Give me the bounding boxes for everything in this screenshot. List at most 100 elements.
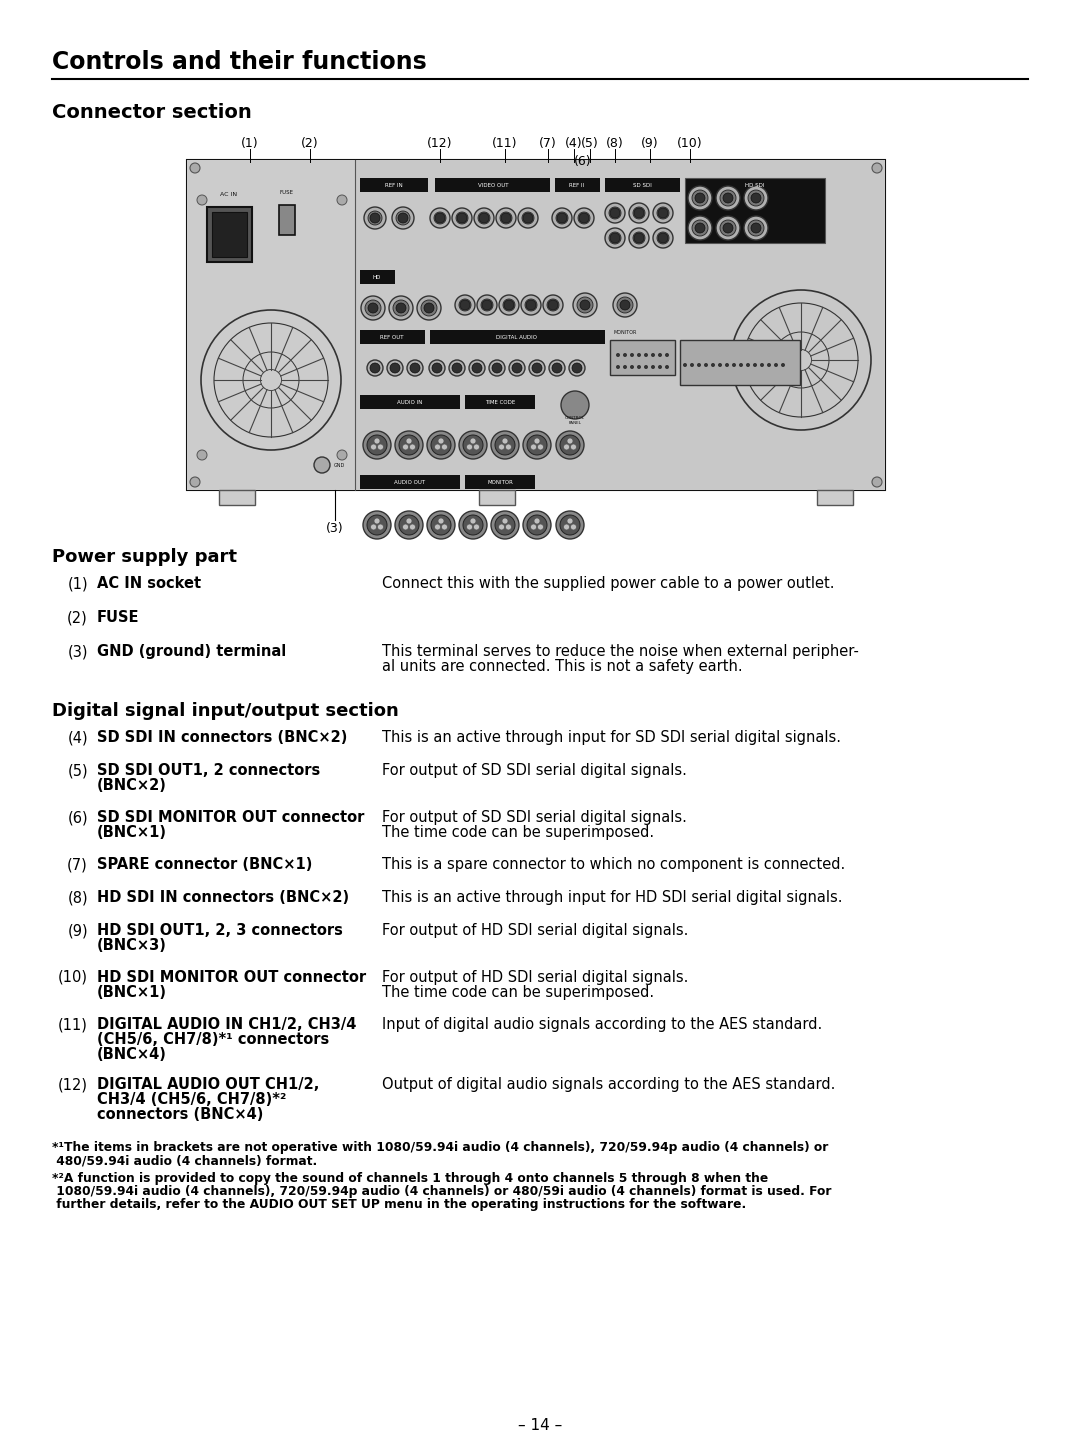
Circle shape xyxy=(453,362,462,373)
Circle shape xyxy=(513,364,521,373)
Text: (BNC×2): (BNC×2) xyxy=(97,779,167,793)
Circle shape xyxy=(505,444,512,450)
Text: FUSE: FUSE xyxy=(97,610,139,625)
Circle shape xyxy=(438,438,444,444)
Text: DIGITAL AUDIO: DIGITAL AUDIO xyxy=(497,335,538,339)
Bar xyxy=(680,339,800,386)
Text: (11): (11) xyxy=(58,1016,87,1032)
Circle shape xyxy=(753,362,757,367)
Circle shape xyxy=(387,360,403,376)
Bar xyxy=(435,178,550,191)
Circle shape xyxy=(744,216,768,241)
Text: 480/59.94i audio (4 channels) format.: 480/59.94i audio (4 channels) format. xyxy=(52,1154,318,1167)
Circle shape xyxy=(512,362,522,373)
Circle shape xyxy=(197,450,207,460)
Circle shape xyxy=(556,431,584,460)
Circle shape xyxy=(503,299,515,310)
Circle shape xyxy=(653,203,673,223)
Circle shape xyxy=(696,223,705,233)
Circle shape xyxy=(368,303,378,313)
Text: *²A function is provided to copy the sound of channels 1 through 4 onto channels: *²A function is provided to copy the sou… xyxy=(52,1172,768,1185)
Circle shape xyxy=(190,477,200,487)
Text: (8): (8) xyxy=(606,136,624,149)
Circle shape xyxy=(434,444,441,450)
Circle shape xyxy=(482,300,492,310)
Text: HD: HD xyxy=(373,274,381,280)
Circle shape xyxy=(657,232,669,244)
Text: Controls and their functions: Controls and their functions xyxy=(52,49,427,74)
Circle shape xyxy=(578,212,590,223)
Text: This is a spare connector to which no component is connected.: This is a spare connector to which no co… xyxy=(382,857,846,871)
Circle shape xyxy=(561,515,580,535)
Text: (9): (9) xyxy=(642,136,659,149)
Circle shape xyxy=(455,294,475,315)
Circle shape xyxy=(616,365,620,368)
Circle shape xyxy=(389,296,413,320)
Circle shape xyxy=(370,213,380,223)
Circle shape xyxy=(470,518,476,523)
Circle shape xyxy=(605,228,625,248)
Text: (4): (4) xyxy=(67,729,87,745)
Circle shape xyxy=(337,194,347,204)
Circle shape xyxy=(570,523,577,531)
Text: SPARE: SPARE xyxy=(577,331,593,335)
Circle shape xyxy=(463,515,483,535)
Circle shape xyxy=(449,360,465,376)
Circle shape xyxy=(372,364,379,373)
Circle shape xyxy=(433,364,441,373)
Bar xyxy=(187,160,885,490)
Circle shape xyxy=(720,220,735,236)
Bar xyxy=(816,490,853,505)
Text: (BNC×1): (BNC×1) xyxy=(97,985,167,1000)
Circle shape xyxy=(760,362,764,367)
Circle shape xyxy=(477,294,497,315)
Circle shape xyxy=(390,362,400,373)
Circle shape xyxy=(609,207,621,219)
Circle shape xyxy=(564,523,569,531)
Circle shape xyxy=(495,515,515,535)
Circle shape xyxy=(658,352,662,357)
Bar xyxy=(279,204,295,235)
Circle shape xyxy=(690,362,694,367)
Circle shape xyxy=(748,220,764,236)
Text: Connector section: Connector section xyxy=(52,103,252,122)
Circle shape xyxy=(549,360,565,376)
Text: MONITOR: MONITOR xyxy=(487,480,513,484)
Circle shape xyxy=(365,300,381,316)
Circle shape xyxy=(396,212,410,225)
Bar xyxy=(360,476,460,489)
Text: REF OUT: REF OUT xyxy=(380,335,404,339)
Circle shape xyxy=(534,364,541,373)
Circle shape xyxy=(725,362,729,367)
Text: (5): (5) xyxy=(67,763,87,779)
Text: (BNC×4): (BNC×4) xyxy=(97,1047,167,1061)
Text: Power supply part: Power supply part xyxy=(52,548,237,566)
Circle shape xyxy=(527,515,546,535)
Circle shape xyxy=(543,294,563,315)
Text: (7): (7) xyxy=(539,136,557,149)
Text: (3): (3) xyxy=(326,522,343,535)
Text: (8): (8) xyxy=(67,890,87,905)
Circle shape xyxy=(406,438,411,444)
Circle shape xyxy=(538,444,543,450)
Circle shape xyxy=(630,365,634,368)
Text: (BNC×3): (BNC×3) xyxy=(97,938,167,953)
Text: SPARE connector (BNC×1): SPARE connector (BNC×1) xyxy=(97,857,312,871)
Circle shape xyxy=(467,444,473,450)
Circle shape xyxy=(427,431,455,460)
Circle shape xyxy=(467,523,473,531)
Circle shape xyxy=(472,362,482,373)
Text: (6): (6) xyxy=(575,155,592,168)
Circle shape xyxy=(704,362,708,367)
Text: The time code can be superimposed.: The time code can be superimposed. xyxy=(382,825,654,840)
Circle shape xyxy=(748,190,764,206)
Circle shape xyxy=(473,364,481,373)
Circle shape xyxy=(442,444,447,450)
Circle shape xyxy=(505,523,512,531)
Circle shape xyxy=(473,523,480,531)
Circle shape xyxy=(363,510,391,539)
Circle shape xyxy=(434,523,441,531)
Text: The time code can be superimposed.: The time code can be superimposed. xyxy=(382,985,654,1000)
Circle shape xyxy=(521,294,541,315)
Text: *¹The items in brackets are not operative with 1080/59.94i audio (4 channels), 7: *¹The items in brackets are not operativ… xyxy=(52,1141,828,1154)
